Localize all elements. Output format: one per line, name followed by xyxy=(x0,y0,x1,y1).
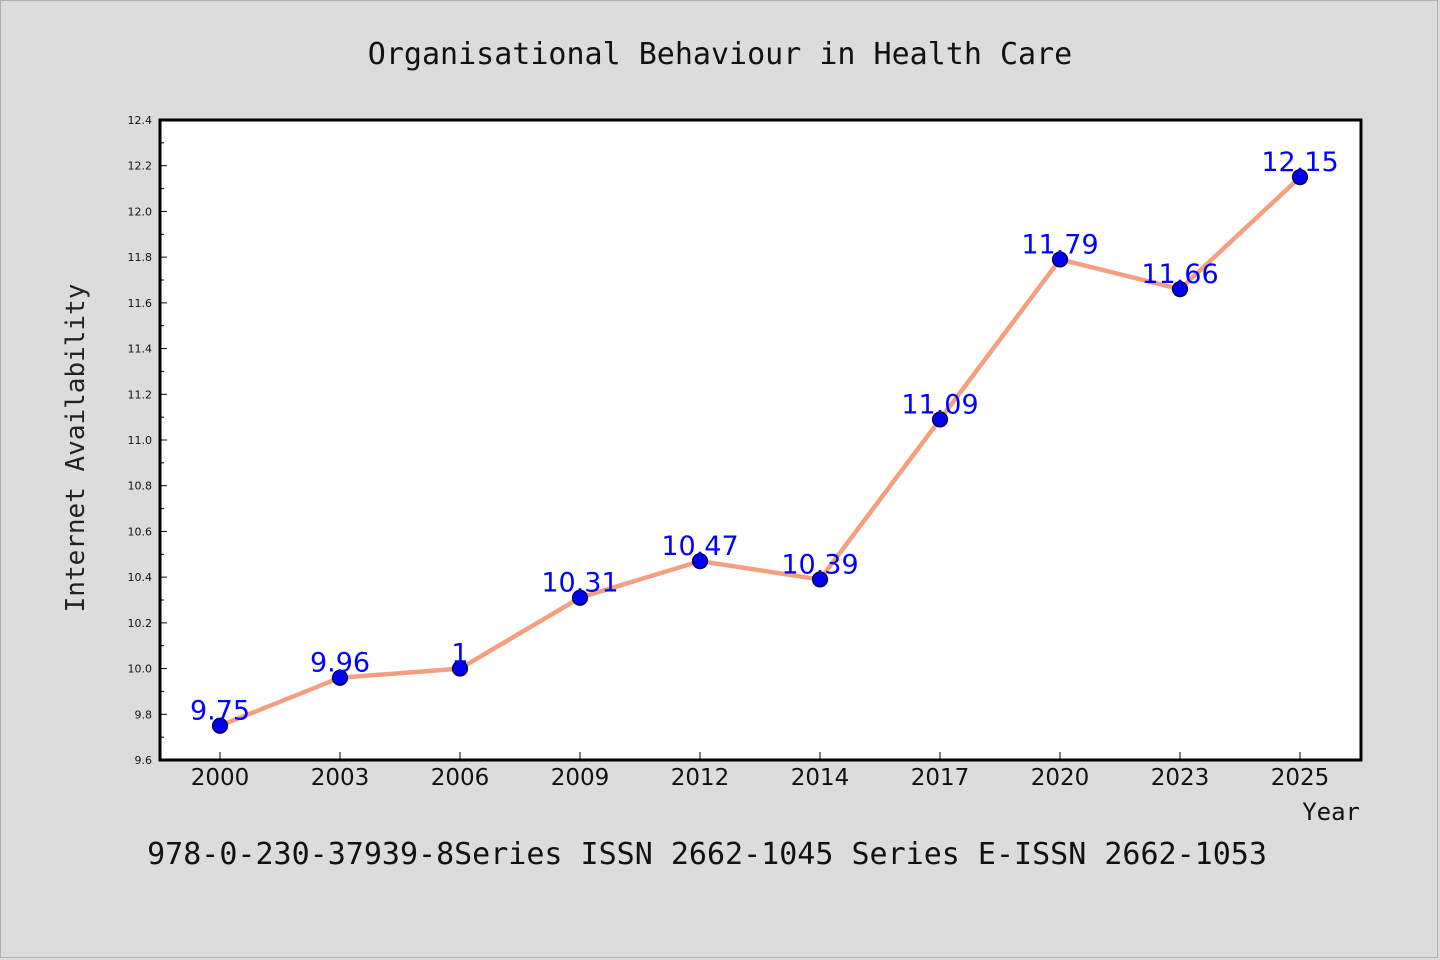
chart-title: Organisational Behaviour in Health Care xyxy=(368,37,1072,72)
x-axis-title: Year xyxy=(1302,798,1360,826)
y-tick-label: 12.4 xyxy=(128,114,153,127)
data-label: 12.15 xyxy=(1261,147,1338,178)
y-tick-label: 11.2 xyxy=(128,388,153,401)
y-tick-label: 12.0 xyxy=(128,205,153,218)
footer-isbn-text: 978-0-230-37939-8Series ISSN 2662-1045 S… xyxy=(147,837,1267,872)
data-point xyxy=(211,717,229,734)
data-label: 9.75 xyxy=(190,696,250,727)
data-point xyxy=(331,669,349,686)
data-point xyxy=(1051,251,1069,268)
x-tick-label: 2014 xyxy=(791,765,850,791)
x-tick-label: 2003 xyxy=(311,765,370,791)
data-point xyxy=(451,660,469,677)
y-tick-label: 10.8 xyxy=(128,480,153,493)
y-tick-label: 10.4 xyxy=(128,571,153,584)
series-line-group: 9.75 9.96 1 10.31 10.47 10.39 11.09 11.79 11.66 1… xyxy=(190,147,1339,734)
data-point xyxy=(811,571,829,588)
y-tick-label: 11.6 xyxy=(128,297,153,310)
y-tick-label: 12.2 xyxy=(128,160,153,173)
data-label: 10.31 xyxy=(541,568,618,599)
plot-area xyxy=(158,118,1363,762)
data-point xyxy=(931,411,949,428)
x-tick-label: 2012 xyxy=(671,765,730,791)
y-tick-label: 11.0 xyxy=(128,434,153,447)
data-point xyxy=(571,589,589,606)
data-point xyxy=(1291,169,1309,186)
data-label: 9.96 xyxy=(310,648,370,679)
x-tick-label: 2025 xyxy=(1271,765,1330,791)
y-tick-label: 9.8 xyxy=(135,708,153,721)
y-axis: 9.6 9.8 10.0 10.2 10.4 10.6 10.8 11.0 11.2 11.4 11… xyxy=(128,114,167,767)
series-line xyxy=(219,175,1302,728)
y-tick-label: 10.6 xyxy=(128,525,153,538)
y-tick-label: 11.4 xyxy=(128,343,153,356)
x-tick-label: 2006 xyxy=(431,765,490,791)
x-tick-label: 2020 xyxy=(1031,765,1090,791)
x-tick-label: 2017 xyxy=(911,765,970,791)
y-tick-label: 10.2 xyxy=(128,617,153,630)
data-label: 11.79 xyxy=(1021,229,1098,260)
data-point xyxy=(1171,281,1189,298)
data-label: 11.66 xyxy=(1141,259,1218,290)
y-tick-label: 11.8 xyxy=(128,251,153,264)
data-point xyxy=(691,553,709,570)
y-tick-label: 9.6 xyxy=(135,754,153,767)
x-tick-label: 2000 xyxy=(191,765,250,791)
x-tick-label: 2009 xyxy=(551,765,610,791)
y-axis-title: Internet Availability xyxy=(61,284,91,613)
data-label: 10.47 xyxy=(661,531,738,562)
x-tick-label: 2023 xyxy=(1151,765,1210,791)
data-label: 10.39 xyxy=(781,549,858,580)
y-tick-label: 10.0 xyxy=(128,663,153,676)
x-axis: 2000 2003 2006 2009 2012 2014 2017 2020 2023 2025 xyxy=(191,752,1330,791)
data-label: 11.09 xyxy=(901,389,978,420)
data-label: 1 xyxy=(451,639,468,670)
